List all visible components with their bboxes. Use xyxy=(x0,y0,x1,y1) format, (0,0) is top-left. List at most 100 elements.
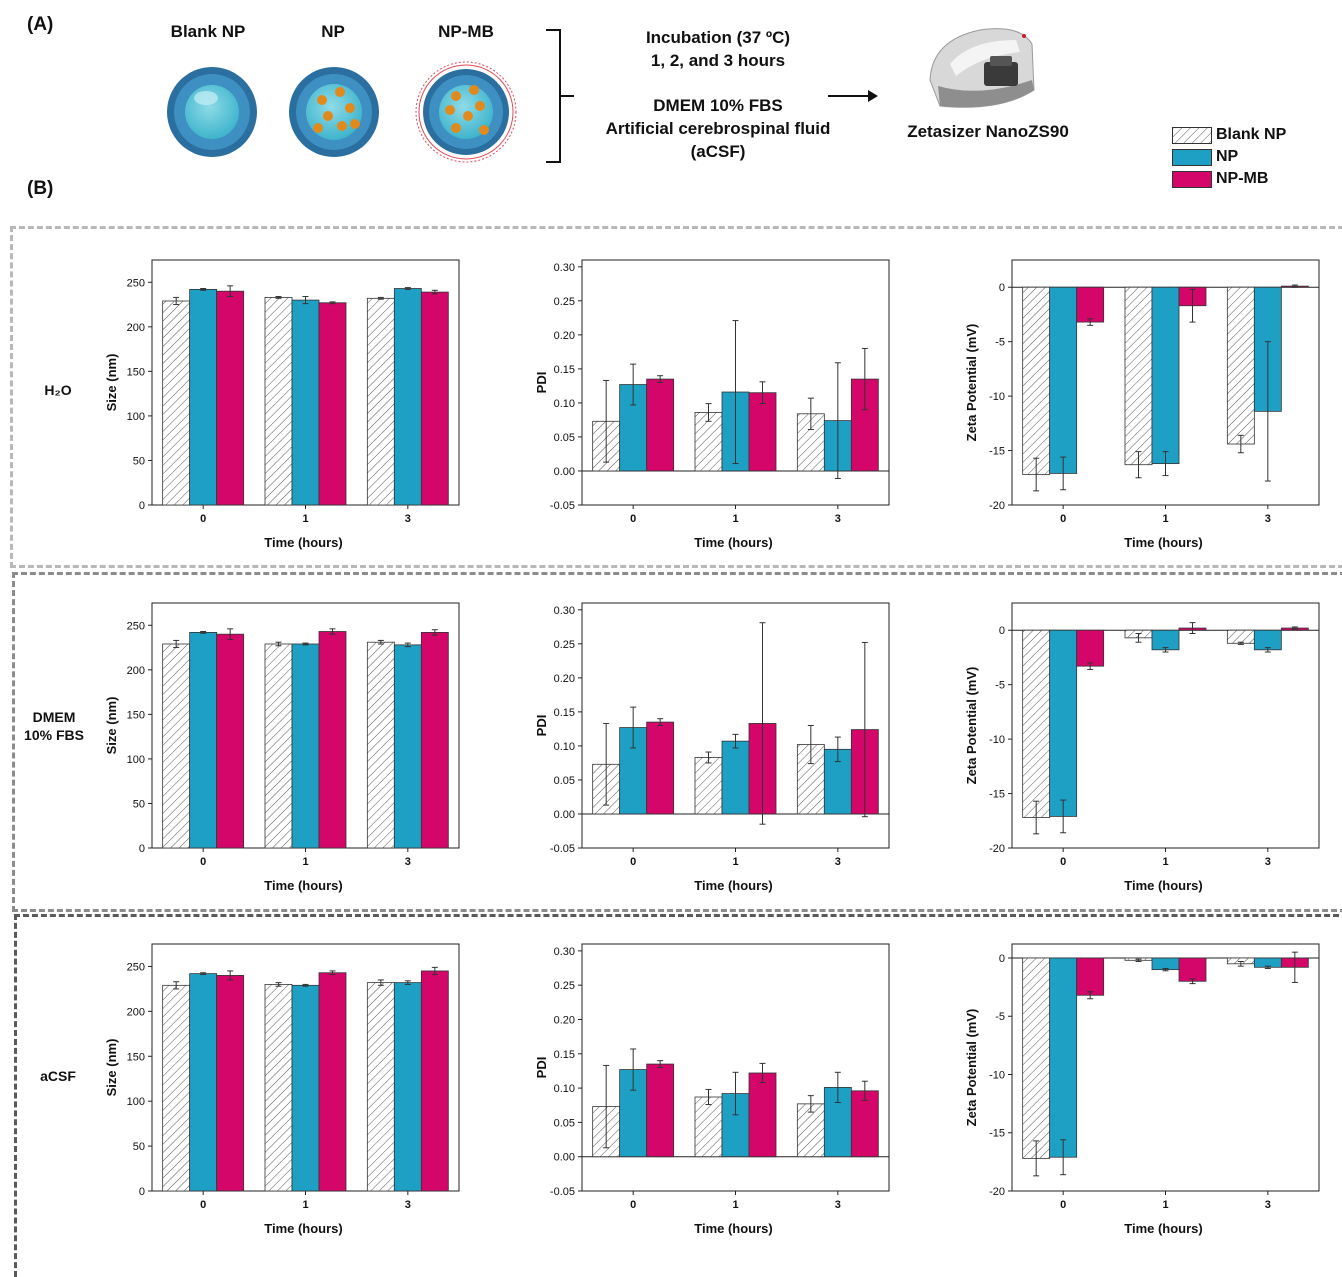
bar xyxy=(694,412,723,472)
x-tick-label: 3 xyxy=(405,856,411,868)
x-tick-label: 1 xyxy=(1162,856,1168,868)
y-tick-label: 0 xyxy=(999,282,1005,294)
y-tick-label: 0.00 xyxy=(554,809,575,821)
y-tick-label: -10 xyxy=(989,734,1005,746)
y-tick-label: 0.05 xyxy=(554,775,575,787)
legend-swatch-blank xyxy=(1172,126,1212,144)
section-h2o xyxy=(10,226,1342,568)
y-tick-label: -20 xyxy=(989,500,1005,512)
bar xyxy=(1049,629,1078,817)
y-tick-label: 0.10 xyxy=(554,1083,575,1095)
bar xyxy=(1124,286,1153,466)
x-tick-label: 3 xyxy=(1265,1199,1271,1211)
bar xyxy=(646,1063,675,1158)
bar xyxy=(1178,957,1207,982)
x-tick-label: 0 xyxy=(630,856,636,868)
y-tick-label: 0.25 xyxy=(554,296,575,308)
x-axis-label: Time (hours) xyxy=(264,878,343,893)
bar xyxy=(850,1090,879,1158)
y-tick-label: -5 xyxy=(995,1011,1005,1023)
chart-2: -20 -15 -10 -5 0 Zeta Potential (mV) 0 1 3 Time (… xyxy=(964,259,1320,550)
section-acsf xyxy=(14,914,1342,1277)
bar xyxy=(366,982,395,1192)
bar xyxy=(318,631,347,849)
bar xyxy=(318,302,347,506)
chart-7: -0.05 0.00 0.05 0.10 0.15 0.20 0.25 0.30 PDI 0 1 3 T… xyxy=(534,943,890,1236)
procedure-line-5: (aCSF) xyxy=(690,142,746,161)
bar xyxy=(1253,629,1282,651)
y-tick-label: 0.25 xyxy=(554,639,575,651)
row-label-h2o: H₂O xyxy=(44,382,72,398)
bar xyxy=(1049,286,1078,474)
x-tick-label: 3 xyxy=(1265,856,1271,868)
y-tick-label: 0.30 xyxy=(554,605,575,617)
bar xyxy=(1022,286,1051,475)
bar xyxy=(420,632,449,849)
x-tick-label: 0 xyxy=(630,513,636,525)
x-tick-label: 3 xyxy=(835,513,841,525)
x-tick-label: 1 xyxy=(302,513,308,525)
bar xyxy=(216,633,245,849)
arrow-icon xyxy=(828,90,878,102)
y-axis-label: Zeta Potential (mV) xyxy=(964,324,979,442)
bar xyxy=(291,984,320,1192)
x-tick-label: 0 xyxy=(1060,1199,1066,1211)
blank-np-icon xyxy=(167,67,257,157)
procedure-line-4: Artificial cerebrospinal fluid xyxy=(605,119,831,138)
bar xyxy=(216,975,245,1192)
panel-label-a: (A) xyxy=(27,14,54,35)
y-tick-label: 150 xyxy=(127,709,145,721)
x-tick-label: 1 xyxy=(1162,513,1168,525)
legend-item-np: NP xyxy=(1172,148,1238,166)
np-label-blank: Blank NP xyxy=(170,22,246,41)
x-axis-label: Time (hours) xyxy=(694,878,773,893)
x-tick-label: 0 xyxy=(630,1199,636,1211)
x-axis-label: Time (hours) xyxy=(694,535,773,550)
bar xyxy=(1226,629,1255,644)
y-tick-label: 0 xyxy=(139,843,145,855)
y-tick-label: -5 xyxy=(995,680,1005,692)
row-label-dmem: DMEM 10% FBS xyxy=(14,708,94,744)
legend-label-np: NP xyxy=(1216,148,1239,165)
x-tick-label: 3 xyxy=(405,513,411,525)
y-tick-label: 0.20 xyxy=(554,1014,575,1026)
y-tick-label: -15 xyxy=(989,1128,1005,1140)
bar xyxy=(694,757,723,815)
section-dmem xyxy=(12,572,1342,912)
bar xyxy=(748,392,777,472)
bar xyxy=(1049,957,1078,1158)
y-tick-label: 0.25 xyxy=(554,980,575,992)
x-tick-label: 0 xyxy=(200,513,206,525)
y-tick-label: 0.15 xyxy=(554,707,575,719)
x-tick-label: 1 xyxy=(1162,1199,1168,1211)
bar xyxy=(366,641,395,849)
bar xyxy=(162,984,191,1192)
bar xyxy=(694,1096,723,1158)
y-tick-label: -10 xyxy=(989,391,1005,403)
legend-swatch-npmb xyxy=(1172,170,1212,188)
y-tick-label: 0.05 xyxy=(554,432,575,444)
chart-8: -20 -15 -10 -5 0 Zeta Potential (mV) 0 1 3 Time (… xyxy=(964,943,1320,1236)
y-tick-label: 0 xyxy=(999,625,1005,637)
chart-3: 0 50 100 150 200 250 Size (nm) 0 1 3 Time (hours) xyxy=(104,602,460,893)
y-tick-label: 0 xyxy=(139,500,145,512)
bar xyxy=(216,290,245,506)
procedure-text: Incubation (37 ºC) 1, 2, and 3 hours DME… xyxy=(578,26,858,163)
zetasizer-instrument-icon xyxy=(929,28,1035,108)
x-tick-label: 3 xyxy=(1265,513,1271,525)
x-axis-label: Time (hours) xyxy=(264,1221,343,1236)
y-tick-label: 100 xyxy=(127,754,145,766)
panel-label-b: (B) xyxy=(27,178,54,199)
np-icon xyxy=(289,67,379,157)
y-tick-label: 0 xyxy=(139,1186,145,1198)
bar xyxy=(393,644,422,849)
y-tick-label: -0.05 xyxy=(550,1186,575,1198)
x-axis-label: Time (hours) xyxy=(1124,878,1203,893)
y-tick-label: 200 xyxy=(127,665,145,677)
x-axis-label: Time (hours) xyxy=(1124,1221,1203,1236)
y-tick-label: 100 xyxy=(127,411,145,423)
bar xyxy=(1151,286,1180,465)
y-axis-label: PDI xyxy=(534,1057,549,1079)
y-tick-label: 250 xyxy=(127,961,145,973)
